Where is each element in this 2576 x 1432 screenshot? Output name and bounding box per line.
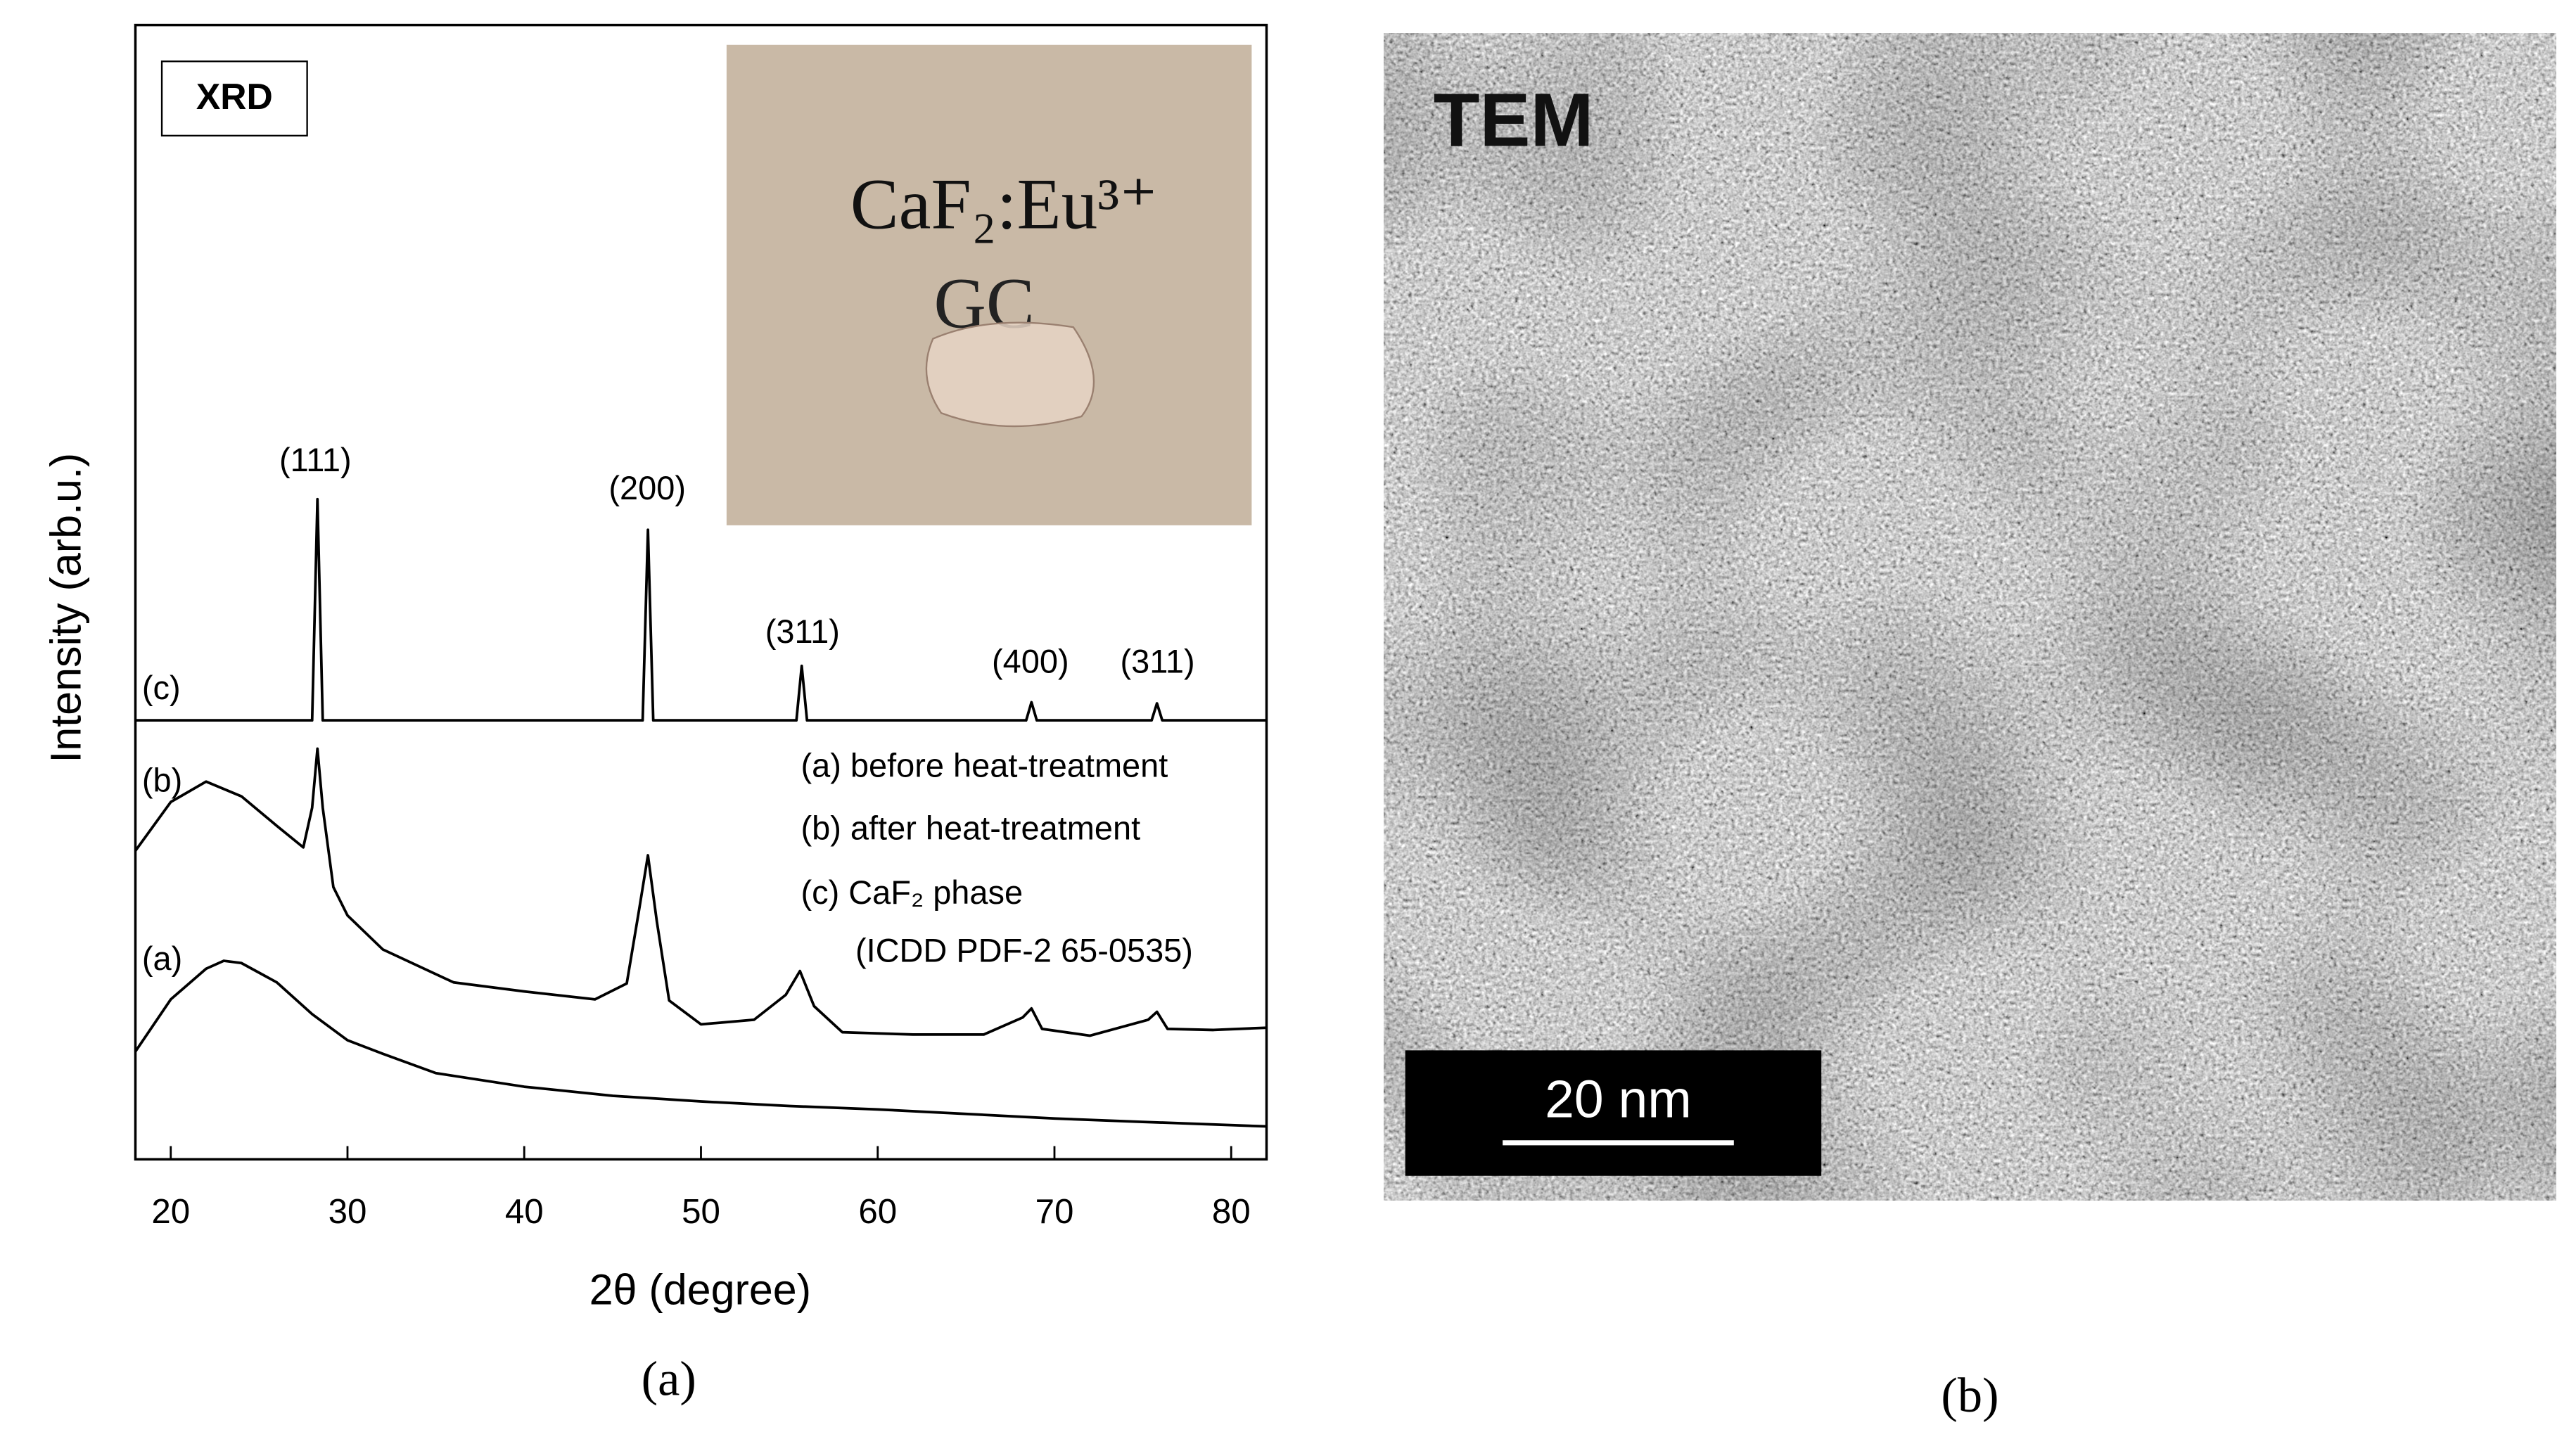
x-tick-label: 30: [329, 1192, 367, 1231]
curve-label: (b): [142, 762, 182, 798]
curve-label: (a): [142, 940, 182, 977]
glass-sample: [925, 321, 1095, 428]
x-tick-label: 40: [505, 1192, 544, 1231]
series-line: [134, 747, 1267, 1037]
peak-label: (200): [608, 470, 686, 506]
legend-entry: (b) after heat-treatment: [801, 810, 1141, 847]
x-tick-label: 60: [858, 1192, 897, 1231]
legend-note: (ICDD PDF-2 65-0535): [855, 932, 1193, 968]
inset-photo: [726, 44, 1252, 525]
x-tick-label: 80: [1212, 1192, 1251, 1231]
x-tick-label: 50: [682, 1192, 720, 1231]
legend-entry: (a) before heat-treatment: [801, 747, 1168, 784]
tem-label: TEM: [1434, 77, 1594, 162]
inset-text: CaF₂:Eu³⁺: [850, 165, 1158, 245]
peak-label: (311): [765, 613, 840, 650]
panel-label: (b): [1941, 1368, 1998, 1423]
peak-label: (311): [1121, 643, 1195, 679]
scale-bar-label: 20 nm: [1545, 1069, 1692, 1128]
x-tick-label: 70: [1035, 1192, 1074, 1231]
series-line: [135, 497, 1267, 722]
chart-title: XRD: [196, 76, 273, 117]
y-axis-label: Intensity (arb.u.): [42, 453, 90, 763]
x-axis-label: 2θ (degree): [589, 1266, 811, 1314]
peak-label: (400): [992, 643, 1069, 679]
x-tick-label: 20: [151, 1192, 190, 1231]
peak-label: (111): [279, 442, 352, 478]
panel-label: (a): [642, 1352, 696, 1407]
legend-entry: (c) CaF₂ phase: [801, 874, 1024, 911]
title-box: [160, 60, 308, 137]
scale-bar-box: [1405, 1050, 1822, 1176]
series-line: [134, 959, 1267, 1128]
curve-label: (c): [142, 670, 181, 706]
tem-contrast: [1384, 33, 2556, 1201]
